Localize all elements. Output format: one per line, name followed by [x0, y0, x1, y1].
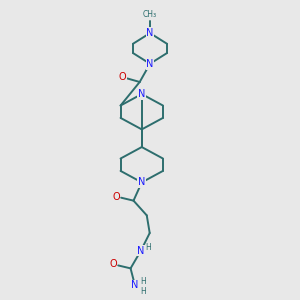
- Text: O: O: [109, 259, 117, 269]
- Text: N: N: [146, 59, 154, 69]
- Text: H: H: [146, 243, 151, 252]
- Text: CH₃: CH₃: [143, 10, 157, 19]
- Text: O: O: [112, 191, 120, 202]
- Text: H: H: [140, 277, 146, 286]
- Text: N: N: [146, 28, 154, 38]
- Text: N: N: [131, 280, 139, 290]
- Text: N: N: [138, 89, 146, 99]
- Text: H: H: [140, 287, 146, 296]
- Text: O: O: [118, 72, 126, 82]
- Text: N: N: [137, 246, 145, 256]
- Text: N: N: [138, 177, 146, 188]
